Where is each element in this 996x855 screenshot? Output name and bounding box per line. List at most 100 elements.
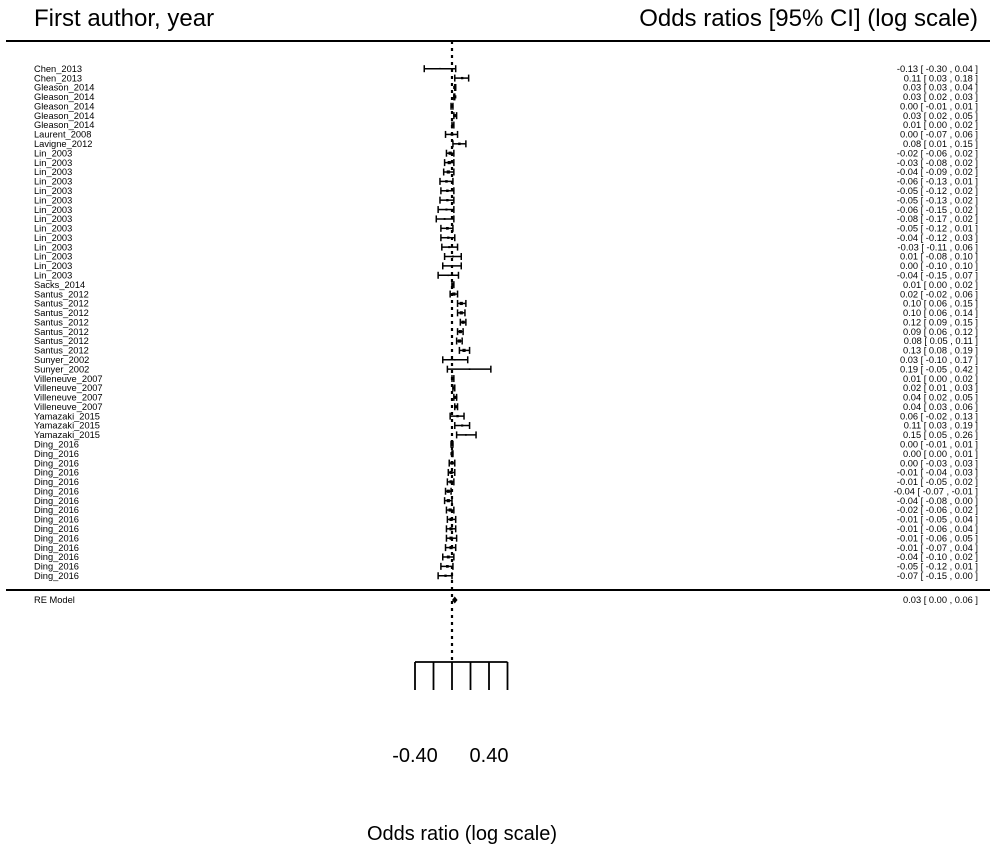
- point-estimate: [446, 189, 449, 193]
- study-estimate-text: 0.01 [ 0.00 , 0.02 ]: [903, 280, 978, 290]
- study-estimate-text: 0.00 [ -0.07 , 0.06 ]: [900, 130, 978, 140]
- point-estimate: [453, 95, 457, 99]
- x-axis: -0.40 0.40: [392, 41, 508, 767]
- study-estimate-text: -0.05 [ -0.12 , 0.01 ]: [897, 562, 978, 572]
- study-label: Lin_2003: [34, 158, 72, 168]
- point-estimate: [459, 311, 463, 315]
- study-estimate-text: 0.01 [ 0.00 , 0.02 ]: [903, 120, 978, 130]
- study-row: Chen_2013 0.11 [ 0.03 , 0.18 ]: [34, 73, 978, 83]
- point-estimate: [454, 395, 458, 399]
- study-label: Sunyer_2002: [34, 364, 89, 374]
- study-estimate-text: -0.03 [ -0.08 , 0.02 ]: [897, 158, 978, 168]
- point-estimate: [465, 434, 467, 436]
- study-estimate-text: 0.13 [ 0.08 , 0.19 ]: [903, 346, 978, 356]
- study-estimate-text: 0.10 [ 0.06 , 0.14 ]: [903, 308, 978, 318]
- study-label: Lin_2003: [34, 252, 72, 262]
- tick-label: 0.40: [470, 745, 509, 767]
- study-label: Gleason_2014: [34, 120, 94, 130]
- study-row: Lin_2003 0.00 [ -0.10 , 0.10 ]: [34, 261, 978, 271]
- study-estimate-text: 0.00 [ 0.00 , 0.01 ]: [903, 449, 978, 459]
- study-row: Lin_2003 0.01 [ -0.08 , 0.10 ]: [34, 252, 978, 262]
- point-estimate: [447, 236, 450, 239]
- point-estimate: [450, 452, 454, 456]
- study-label: Villeneuve_2007: [34, 374, 103, 384]
- study-estimate-text: 0.19 [ -0.05 , 0.42 ]: [900, 364, 978, 374]
- summary-row: RE Model 0.03 [ 0.00 , 0.06 ]: [34, 595, 978, 605]
- point-estimate: [446, 555, 450, 559]
- study-estimate-text: 0.03 [ -0.10 , 0.17 ]: [900, 355, 978, 365]
- study-row: Chen_2013 -0.13 [ -0.30 , 0.04 ]: [34, 64, 978, 74]
- study-estimate-text: 0.00 [ -0.01 , 0.01 ]: [900, 101, 978, 111]
- study-estimate-text: 0.11 [ 0.03 , 0.19 ]: [904, 421, 978, 431]
- study-label: Gleason_2014: [34, 111, 94, 121]
- study-estimate-text: 0.01 [ -0.08 , 0.10 ]: [900, 252, 978, 262]
- study-row: Ding_2016 -0.01 [ -0.05 , 0.04 ]: [34, 515, 978, 525]
- study-label: Santus_2012: [34, 299, 89, 309]
- study-row: Yamazaki_2015 0.06 [ -0.02 , 0.13 ]: [34, 411, 978, 421]
- point-estimate: [461, 424, 464, 427]
- study-estimate-text: 0.04 [ 0.02 , 0.05 ]: [903, 393, 978, 403]
- study-label: Santus_2012: [34, 336, 89, 346]
- study-label: Lin_2003: [34, 270, 72, 280]
- study-estimate-text: -0.03 [ -0.11 , 0.06 ]: [898, 242, 978, 252]
- study-label: Villeneuve_2007: [34, 402, 103, 412]
- study-estimate-text: -0.01 [ -0.05 , 0.04 ]: [897, 515, 978, 525]
- study-estimate-text: 0.03 [ 0.02 , 0.03 ]: [903, 92, 978, 102]
- study-estimate-text: 0.12 [ 0.09 , 0.15 ]: [903, 317, 978, 327]
- study-label: Sunyer_2002: [34, 355, 89, 365]
- study-label: Lin_2003: [34, 177, 72, 187]
- study-label: Santus_2012: [34, 346, 89, 356]
- study-row: Lin_2003 -0.04 [ -0.15 , 0.07 ]: [34, 270, 978, 280]
- study-label: Yamazaki_2015: [34, 421, 100, 431]
- study-row: Gleason_2014 0.03 [ 0.03 , 0.04 ]: [34, 83, 978, 93]
- study-row: Ding_2016 -0.01 [ -0.04 , 0.03 ]: [34, 468, 978, 478]
- study-estimate-text: -0.01 [ -0.06 , 0.04 ]: [897, 524, 978, 534]
- study-estimate-text: 0.06 [ -0.02 , 0.13 ]: [900, 411, 978, 421]
- study-estimate-text: -0.02 [ -0.06 , 0.02 ]: [897, 148, 978, 158]
- study-estimate-text: 0.02 [ -0.02 , 0.06 ]: [900, 289, 978, 299]
- study-row: Santus_2012 0.02 [ -0.02 , 0.06 ]: [34, 289, 978, 299]
- summary-estimate-text: 0.03 [ 0.00 , 0.06 ]: [903, 595, 978, 605]
- study-label: Sacks_2014: [34, 280, 85, 290]
- point-estimate: [446, 198, 449, 202]
- study-estimate-text: -0.05 [ -0.13 , 0.02 ]: [897, 195, 978, 205]
- study-row: Lin_2003 -0.06 [ -0.15 , 0.02 ]: [34, 205, 978, 215]
- study-estimate-text: -0.01 [ -0.04 , 0.03 ]: [897, 468, 978, 478]
- study-label: Santus_2012: [34, 327, 89, 337]
- study-row: Gleason_2014 0.01 [ 0.00 , 0.02 ]: [34, 120, 978, 130]
- point-estimate: [448, 246, 451, 249]
- study-row: Ding_2016 -0.07 [ -0.15 , 0.00 ]: [34, 571, 978, 581]
- study-label: Lin_2003: [34, 186, 72, 196]
- study-estimate-text: -0.02 [ -0.06 , 0.02 ]: [897, 505, 978, 515]
- study-estimate-text: 0.03 [ 0.03 , 0.04 ]: [903, 83, 978, 93]
- point-estimate: [439, 67, 441, 70]
- point-estimate: [446, 499, 450, 503]
- study-label: Villeneuve_2007: [34, 383, 103, 393]
- study-row: Ding_2016 -0.01 [ -0.05 , 0.02 ]: [34, 477, 978, 487]
- x-axis-label: Odds ratio (log scale): [367, 823, 557, 845]
- study-label: Ding_2016: [34, 505, 79, 515]
- study-estimate-text: -0.13 [ -0.30 , 0.04 ]: [897, 64, 978, 74]
- study-row: Lin_2003 -0.03 [ -0.11 , 0.06 ]: [34, 242, 978, 252]
- point-estimate: [446, 489, 450, 493]
- study-label: Lin_2003: [34, 195, 72, 205]
- study-row: Lin_2003 -0.05 [ -0.12 , 0.02 ]: [34, 186, 978, 196]
- study-row: Gleason_2014 0.03 [ 0.02 , 0.03 ]: [34, 92, 978, 102]
- study-label: Lin_2003: [34, 242, 72, 252]
- study-row: Ding_2016 0.00 [ -0.03 , 0.03 ]: [34, 458, 978, 468]
- study-label: Ding_2016: [34, 552, 79, 562]
- study-label: Ding_2016: [34, 458, 79, 468]
- study-estimate-text: 0.11 [ 0.03 , 0.18 ]: [904, 73, 978, 83]
- tick-label: -0.40: [392, 745, 438, 767]
- study-row: Gleason_2014 0.00 [ -0.01 , 0.01 ]: [34, 101, 978, 111]
- point-estimate: [445, 208, 448, 211]
- study-estimate-text: 0.08 [ 0.01 , 0.15 ]: [903, 139, 978, 149]
- point-estimate: [457, 339, 461, 343]
- study-label: Yamazaki_2015: [34, 411, 100, 421]
- study-label: Lin_2003: [34, 148, 72, 158]
- study-row: Ding_2016 -0.01 [ -0.06 , 0.04 ]: [34, 524, 978, 534]
- study-estimate-text: -0.05 [ -0.12 , 0.01 ]: [897, 224, 978, 234]
- point-estimate: [458, 142, 461, 146]
- study-estimate-text: 0.02 [ 0.01 , 0.03 ]: [903, 383, 978, 393]
- summary-label: RE Model: [34, 595, 75, 605]
